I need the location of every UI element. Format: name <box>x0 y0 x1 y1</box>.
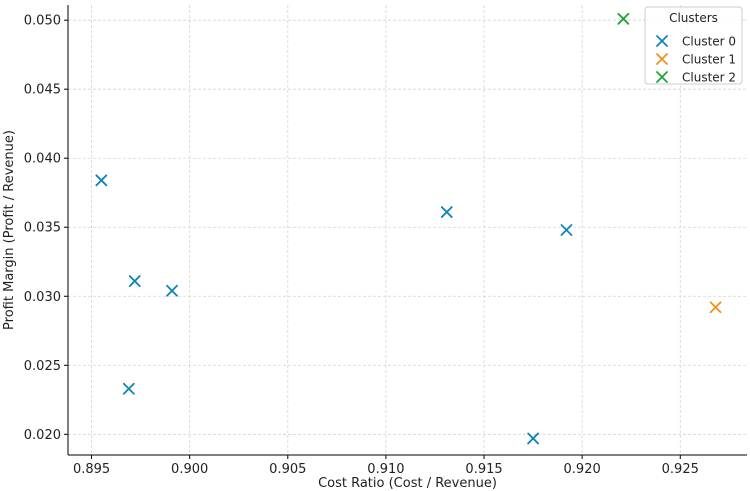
legend-label: Cluster 0 <box>682 35 736 49</box>
y-tick-label: 0.040 <box>24 152 61 167</box>
data-point-cluster-0 <box>166 284 178 297</box>
axes-layer: 0.895 0.900 0.905 0.910 0.915 0.920 0.925 0.020… <box>24 5 747 477</box>
y-tick-label: 0.020 <box>24 428 61 443</box>
x-tick-label: 0.915 <box>465 462 502 477</box>
x-tick-label: 0.900 <box>171 462 208 477</box>
data-point-cluster-0 <box>128 275 141 287</box>
grid-layer <box>68 5 747 455</box>
legend-title: Clusters <box>669 11 718 25</box>
data-point-cluster-0 <box>560 224 573 236</box>
data-point-cluster-0 <box>95 174 108 187</box>
data-point-cluster-0 <box>440 206 453 218</box>
y-tick-label: 0.030 <box>24 290 61 305</box>
y-axis-label: Profit Margin (Profit / Revenue) <box>2 130 17 330</box>
legend-item: Cluster 1 <box>656 53 736 67</box>
legend: Clusters Cluster 0 Cluster 1 Cluster 2 <box>644 6 743 85</box>
data-point-cluster-2 <box>617 12 630 25</box>
y-tick-label: 0.045 <box>24 83 61 98</box>
y-tick-label: 0.035 <box>24 221 61 236</box>
legend-marker <box>656 35 668 47</box>
legend-items: Cluster 0 Cluster 1 Cluster 2 <box>656 35 736 85</box>
y-tick-label: 0.025 <box>24 359 61 374</box>
x-tick-label: 0.910 <box>367 462 404 477</box>
legend-item: Cluster 0 <box>656 35 736 49</box>
x-tick-label: 0.905 <box>269 462 306 477</box>
legend-label: Cluster 1 <box>682 53 736 67</box>
data-point-cluster-1 <box>709 301 722 314</box>
data-point-cluster-0 <box>527 432 539 445</box>
legend-label: Cluster 2 <box>682 71 736 85</box>
legend-marker <box>656 53 668 65</box>
x-tick-label: 0.895 <box>73 462 110 477</box>
points-layer <box>95 12 722 445</box>
x-tick-label: 0.920 <box>564 462 601 477</box>
legend-box <box>644 6 743 85</box>
x-axis-label: Cost Ratio (Cost / Revenue) <box>318 476 497 491</box>
legend-item: Cluster 2 <box>656 71 736 85</box>
legend-marker <box>656 71 668 83</box>
data-point-cluster-0 <box>122 382 135 395</box>
x-tick-label: 0.925 <box>662 462 699 477</box>
y-tick-label: 0.050 <box>24 14 61 29</box>
